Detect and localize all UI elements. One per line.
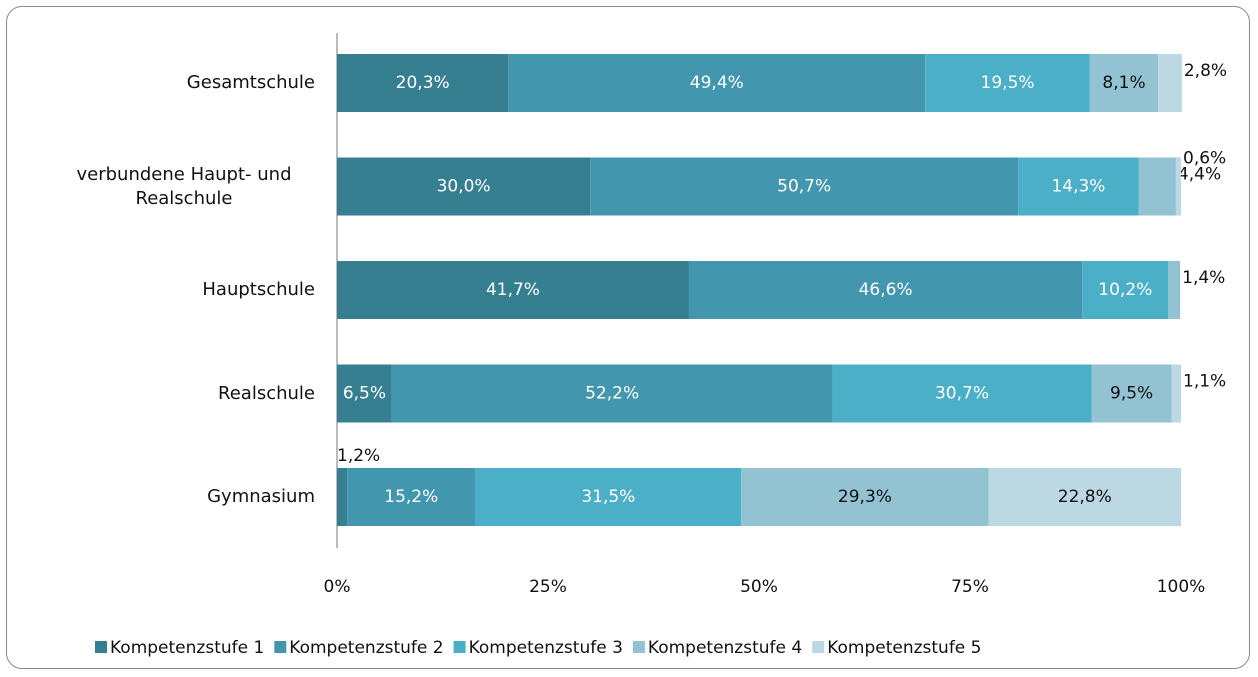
value-label: 22,8%	[1058, 487, 1112, 507]
legend-label: Kompetenzstufe 4	[648, 638, 802, 658]
bar-segment	[337, 364, 392, 423]
bar-segment	[1168, 261, 1181, 319]
bar-segment	[1138, 157, 1176, 216]
bar-segment	[1091, 364, 1172, 423]
bar-segment	[988, 468, 1181, 526]
value-label: 50,7%	[777, 177, 831, 197]
bar-segment	[508, 54, 926, 112]
x-tick-label: 75%	[951, 577, 989, 597]
value-label: 20,3%	[396, 73, 450, 93]
bar-segment	[337, 54, 509, 112]
legend-swatch	[812, 641, 825, 653]
x-tick-label: 50%	[740, 577, 778, 597]
x-tick-label: 25%	[529, 577, 567, 597]
value-label: 1,1%	[1183, 372, 1226, 392]
value-label: 8,1%	[1102, 73, 1145, 93]
bar-segment	[337, 261, 689, 319]
chart-frame	[6, 6, 1250, 669]
bar-segment	[347, 468, 476, 526]
bar-segment	[391, 364, 833, 423]
bar-segment	[1175, 157, 1181, 216]
value-label: 1,2%	[337, 446, 380, 466]
bar-segment	[1158, 54, 1182, 112]
bar-segment	[1171, 364, 1181, 423]
value-label: 15,2%	[384, 487, 438, 507]
bar-segment	[741, 468, 989, 526]
value-label: 52,2%	[585, 384, 639, 404]
bar-segment	[1018, 157, 1139, 216]
value-label: 10,2%	[1098, 280, 1152, 300]
x-tick-label: 0%	[324, 577, 351, 597]
bar-segment	[475, 468, 742, 526]
value-label: 19,5%	[981, 73, 1035, 93]
bar-segment	[688, 261, 1083, 319]
legend-label: Kompetenzstufe 5	[827, 638, 981, 658]
legend-swatch	[95, 641, 107, 653]
category-label: Hauptschule	[202, 279, 315, 300]
bar-segment	[832, 364, 1092, 423]
bar-segment	[337, 468, 348, 526]
bar-segment	[590, 157, 1019, 216]
value-label: 29,3%	[838, 487, 892, 507]
value-label: 9,5%	[1110, 384, 1153, 404]
bar-segment	[337, 157, 591, 216]
value-label: 30,7%	[935, 384, 989, 404]
x-tick-label: 100%	[1157, 577, 1206, 597]
value-label: 2,8%	[1184, 61, 1227, 81]
value-label: 41,7%	[486, 280, 540, 300]
category-label: Gesamtschule	[186, 72, 315, 93]
value-label: 4,4%	[1178, 165, 1221, 185]
legend-label: Kompetenzstufe 3	[469, 638, 623, 658]
legend-swatch	[274, 641, 287, 653]
legend-swatch	[632, 641, 645, 653]
bar-segment	[1082, 261, 1169, 319]
value-label: 14,3%	[1051, 177, 1105, 197]
value-label: 49,4%	[690, 73, 744, 93]
legend-swatch	[453, 641, 466, 653]
value-label: 31,5%	[581, 487, 635, 507]
value-label: 1,4%	[1182, 268, 1225, 288]
value-label: 6,5%	[343, 384, 386, 404]
bar-segment	[925, 54, 1090, 112]
value-label: 30,0%	[437, 177, 491, 197]
legend-label: Kompetenzstufe 2	[289, 638, 443, 658]
category-label: Realschule	[218, 382, 315, 404]
bar-segment	[1089, 54, 1159, 112]
value-label: 0,6%	[1183, 149, 1226, 169]
value-label: 46,6%	[859, 280, 913, 300]
legend-label: Kompetenzstufe 1	[110, 638, 264, 658]
category-label: verbundene Haupt- und Realschule	[76, 163, 292, 209]
category-label: Gymnasium	[207, 486, 315, 507]
